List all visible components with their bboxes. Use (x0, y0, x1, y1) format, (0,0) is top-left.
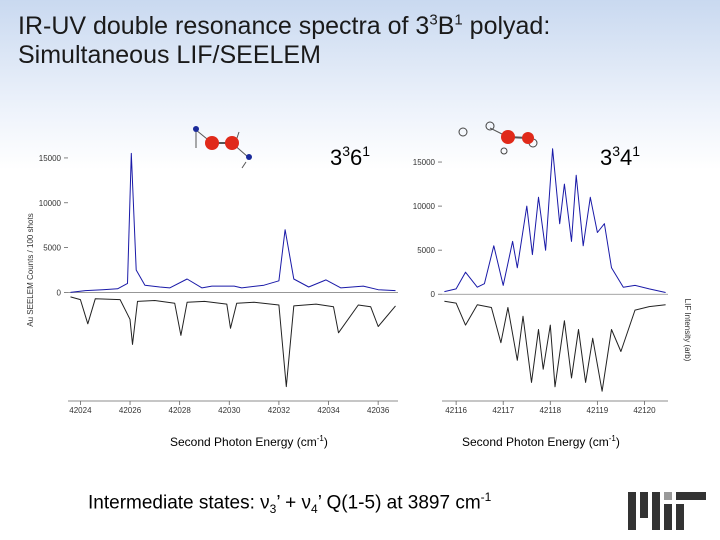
panel-right-3-3-4-1: 3341 LIF Intensity (arb) 0 5000 10000 15000 42… (413, 143, 692, 415)
slide-title: IR-UV double resonance spectra of 33B1 p… (18, 6, 708, 70)
seelem-trace (444, 148, 666, 293)
y-tick-label: 10000 (413, 202, 436, 211)
mit-logo (628, 492, 706, 530)
title-line1: IR-UV double resonance spectra of 33B1 p… (18, 12, 551, 41)
x-tick-label: 42036 (367, 406, 390, 415)
intermediate-states-note: Intermediate states: ν3’ + ν4’ Q(1-5) at… (88, 490, 492, 517)
y-tick-label: 0 (431, 290, 436, 299)
x-tick-label: 42024 (69, 406, 92, 415)
y-tick-label: 5000 (43, 244, 61, 253)
x-tick-label: 42118 (539, 406, 561, 415)
y-tick-label: 15000 (413, 158, 436, 167)
y-tick-label: 0 (57, 288, 62, 297)
lif-trace (70, 296, 396, 388)
x-tick-label: 42026 (119, 406, 142, 415)
x-axis-label-right: Second Photon Energy (cm-1) (462, 434, 620, 449)
molecule-diagram-right (458, 121, 538, 155)
seelem-trace (70, 152, 396, 293)
x-tick-label: 42030 (218, 406, 241, 415)
molecule-diagram-left (193, 126, 252, 169)
y-axis-label: LIF Intensity (arb) (683, 299, 692, 362)
y-tick-label: 10000 (39, 199, 62, 208)
x-tick-label: 42032 (268, 406, 291, 415)
y-tick-label: 15000 (39, 154, 62, 163)
title-line2: Simultaneous LIF/SEELEM (18, 41, 321, 70)
y-axis-label: Au SEELEM Counts / 100 shots (26, 213, 35, 326)
x-tick-label: 42116 (445, 406, 467, 415)
y-tick-label: 5000 (417, 246, 435, 255)
x-tick-label: 42028 (169, 406, 192, 415)
x-tick-label: 42034 (317, 406, 340, 415)
panel-label: 3361 (330, 143, 370, 170)
x-axis-label-left: Second Photon Energy (cm-1) (170, 434, 328, 449)
x-tick-label: 42120 (633, 406, 656, 415)
panel-left-3-3-6-1: 3361 Au SEELEM Counts / 100 shots 0 5000 100… (26, 143, 398, 415)
x-tick-label: 42117 (492, 406, 514, 415)
lif-trace (444, 300, 666, 392)
x-tick-label: 42119 (587, 406, 609, 415)
panel-label: 3341 (600, 143, 640, 170)
